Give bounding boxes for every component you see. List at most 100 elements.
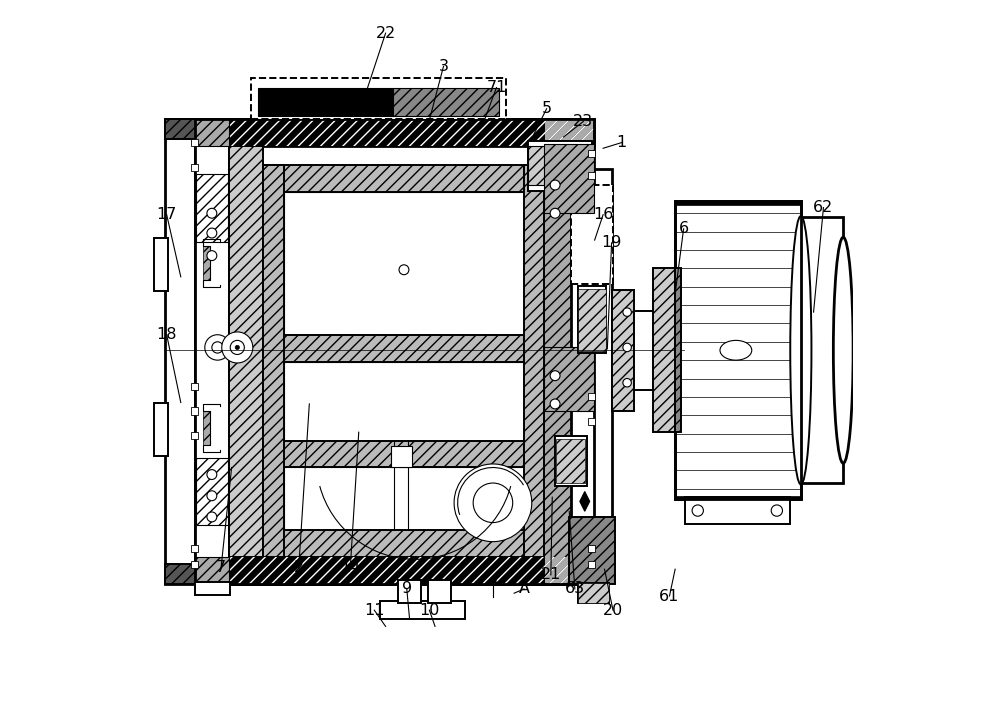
Text: 21: 21 [541,567,561,582]
Bar [634,311,654,390]
Bar [196,174,228,242]
Text: 17: 17 [156,207,177,222]
Text: 61: 61 [659,588,680,603]
Bar [154,238,168,291]
Bar [195,582,230,595]
Bar [203,247,210,280]
Text: 71: 71 [486,80,507,95]
Bar [195,119,594,146]
Text: 23: 23 [573,114,593,129]
Bar [578,289,606,351]
Bar [191,408,198,415]
Text: 22: 22 [375,26,396,40]
Text: 2: 2 [294,560,304,575]
Circle shape [222,332,253,363]
Text: 6: 6 [679,221,689,236]
Circle shape [550,371,560,381]
Polygon shape [580,491,590,511]
Circle shape [623,379,631,387]
Text: 3: 3 [439,59,449,74]
Text: A: A [519,581,530,596]
Bar [196,458,228,525]
Bar [578,286,606,353]
Text: 10: 10 [419,603,440,618]
Bar [393,87,499,116]
Bar [195,119,229,584]
Bar [380,601,465,620]
Bar [588,418,595,425]
Text: 14: 14 [340,560,360,575]
Circle shape [212,342,223,353]
Circle shape [399,264,409,274]
Bar [578,584,609,603]
Bar [588,172,595,179]
Bar [556,440,585,483]
Bar [284,192,524,335]
Bar [191,383,198,390]
Bar [203,411,210,445]
Bar [165,564,196,584]
Text: 7: 7 [216,560,226,575]
Bar [544,144,594,213]
Bar [528,146,592,185]
Ellipse shape [720,340,752,360]
Bar [165,119,196,139]
Circle shape [207,228,217,238]
Circle shape [692,505,703,516]
Bar [154,403,168,456]
Text: 9: 9 [402,581,412,596]
Bar [653,268,677,432]
Circle shape [771,505,782,516]
Bar [588,393,595,401]
Bar [528,141,592,191]
Text: 16: 16 [593,207,613,222]
Circle shape [207,251,217,261]
Text: 5: 5 [542,101,552,116]
Bar [675,201,801,499]
Bar [284,362,524,441]
Circle shape [207,491,217,501]
Bar [544,119,594,584]
Bar [578,584,609,603]
Circle shape [454,464,532,542]
Bar [675,201,801,499]
Bar [263,165,524,192]
Circle shape [207,208,217,218]
Bar [191,561,198,568]
Bar [398,581,421,603]
Circle shape [235,345,239,350]
Bar [229,146,263,557]
Text: 18: 18 [156,328,177,342]
Bar [571,185,613,284]
Bar [675,201,801,205]
Ellipse shape [833,238,853,463]
Circle shape [550,180,560,190]
Bar [196,174,228,242]
Bar [675,268,681,432]
Bar [263,530,524,557]
Bar [195,119,229,146]
Bar [195,119,594,146]
Circle shape [550,399,560,409]
Circle shape [473,483,513,523]
Circle shape [623,343,631,352]
Text: 19: 19 [601,235,622,250]
Text: 20: 20 [603,603,623,618]
Bar [801,218,843,483]
Bar [196,458,228,525]
Text: 4: 4 [488,574,498,589]
Bar [588,561,595,568]
Bar [165,119,196,584]
Bar [428,581,451,603]
Bar [544,347,594,411]
Bar [588,545,595,552]
Bar [555,437,587,486]
Bar [251,79,506,119]
Ellipse shape [790,216,811,484]
Bar [263,165,284,557]
Bar [263,441,524,467]
Text: 63: 63 [565,581,585,596]
Bar [588,150,595,157]
Bar [284,467,524,530]
Bar [685,497,790,524]
